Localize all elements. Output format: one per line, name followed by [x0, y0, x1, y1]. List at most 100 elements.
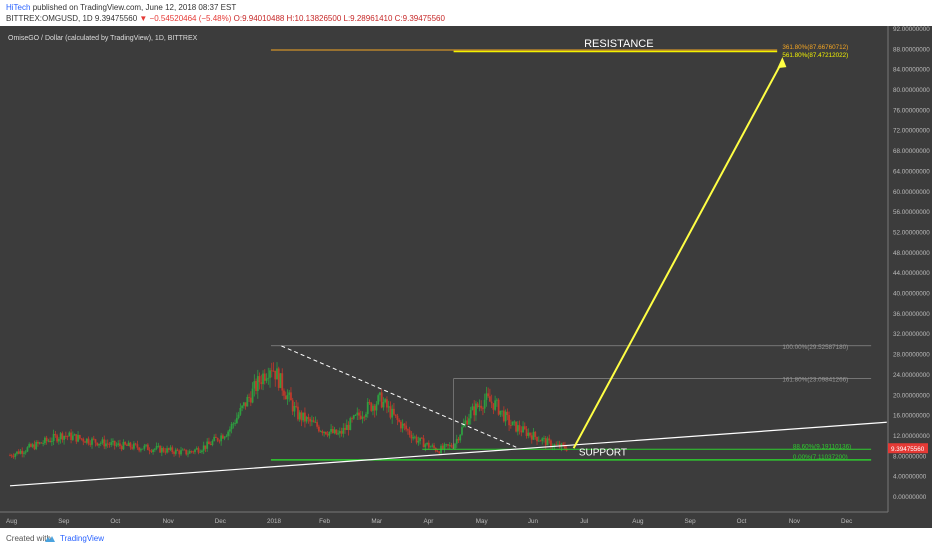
- candle-body: [57, 438, 60, 442]
- candle-body: [126, 444, 128, 446]
- candle-body: [419, 437, 421, 441]
- candle-body: [173, 452, 175, 454]
- candle-body: [87, 438, 90, 444]
- time-tick-label: Mar: [371, 518, 382, 525]
- candle-body: [304, 412, 306, 422]
- candle-body: [26, 447, 29, 452]
- candle-body: [352, 415, 355, 419]
- candle-body: [356, 412, 359, 415]
- candle-body: [490, 401, 493, 404]
- price-tick-label: 24.00000000: [893, 372, 930, 379]
- candle-body: [464, 420, 467, 424]
- candle-body: [447, 444, 449, 446]
- candle-body: [354, 414, 357, 416]
- candle-body: [424, 444, 427, 448]
- candle-body: [112, 440, 114, 443]
- candle-body: [176, 449, 179, 451]
- candle-body: [454, 443, 456, 449]
- price-tick-label: 80.00000000: [893, 87, 930, 94]
- symbol-info: BITTREX:OMGUSD, 1D 9.39475560 ▼ −0.54520…: [6, 14, 445, 23]
- price-tick-label: 36.00000000: [893, 311, 930, 318]
- chart-area[interactable]: OmiseGO / Dollar (calculated by TradingV…: [0, 26, 932, 528]
- price-tick-label: 20.00000000: [893, 392, 930, 399]
- candle-body: [178, 450, 181, 455]
- candle-body: [276, 368, 278, 380]
- fib-100-label: 100.00%(29.52587180): [782, 344, 848, 351]
- candle-body: [211, 441, 214, 446]
- candle-body: [283, 390, 285, 396]
- candle-body: [244, 402, 247, 407]
- candle-body: [99, 442, 102, 444]
- time-tick-label: Aug: [632, 518, 644, 525]
- candle-body: [513, 421, 516, 423]
- candle-body: [504, 411, 507, 422]
- candle-body: [201, 450, 203, 452]
- candle-body: [59, 433, 62, 439]
- candle-body: [122, 441, 125, 450]
- candle-body: [14, 453, 17, 457]
- fib-88-label: 88.60%(9.19110136): [793, 443, 851, 450]
- candle-body: [373, 405, 376, 411]
- candle-body: [52, 433, 55, 442]
- candle-body: [488, 396, 491, 402]
- candle-body: [9, 455, 11, 457]
- candle-body: [171, 447, 174, 453]
- candle-body: [44, 437, 46, 444]
- candle-body: [305, 417, 308, 422]
- candle-body: [525, 428, 528, 436]
- candle-body: [101, 439, 104, 443]
- candle-body: [253, 381, 256, 389]
- candle-body: [476, 403, 479, 407]
- candle-body: [281, 373, 284, 391]
- candle-body: [347, 424, 350, 431]
- candle-body: [267, 377, 270, 379]
- candle-body: [420, 437, 423, 439]
- candle-body: [24, 451, 27, 453]
- candle-body: [358, 412, 360, 416]
- time-tick-label: Nov: [163, 518, 175, 525]
- candle-body: [131, 447, 134, 449]
- publish-info: HiTech published on TradingView.com, Jun…: [6, 3, 236, 12]
- candle-body: [251, 388, 254, 403]
- candle-body: [82, 438, 85, 442]
- candle-body: [399, 421, 402, 429]
- price-tick-label: 64.00000000: [893, 168, 930, 175]
- candle-body: [342, 427, 345, 434]
- candle-body: [272, 370, 275, 372]
- candle-body: [295, 405, 298, 407]
- brand-link[interactable]: TradingView: [60, 534, 105, 543]
- candle-body: [466, 420, 469, 425]
- candle-body: [192, 451, 195, 453]
- candle-body: [208, 441, 210, 445]
- candle-body: [330, 428, 332, 432]
- candle-body: [333, 429, 336, 434]
- candle-body: [546, 438, 549, 446]
- candle-body: [365, 414, 367, 417]
- candle-body: [550, 440, 552, 448]
- candle-body: [403, 423, 406, 426]
- candle-body: [309, 418, 312, 422]
- candle-body: [78, 434, 81, 439]
- author-link[interactable]: HiTech: [6, 3, 31, 12]
- candle-body: [359, 415, 362, 419]
- ohlc-text: O:9.94010488 H:10.13826500 L:9.28961410 …: [233, 14, 445, 23]
- series-title: OmiseGO / Dollar (calculated by TradingV…: [8, 35, 198, 42]
- candle-body: [75, 434, 78, 442]
- arrow-head-icon: [777, 57, 787, 69]
- candle-body: [274, 370, 277, 380]
- candle-body: [321, 431, 324, 433]
- price-tick-label: 28.00000000: [893, 352, 930, 359]
- candle-body: [562, 443, 565, 446]
- candle-body: [502, 410, 505, 422]
- candle-body: [30, 444, 32, 447]
- candle-body: [393, 408, 395, 415]
- candle-body: [103, 439, 106, 447]
- candle-body: [475, 403, 477, 416]
- candle-body: [37, 441, 39, 444]
- price-chart[interactable]: OmiseGO / Dollar (calculated by TradingV…: [0, 26, 932, 528]
- candle-body: [234, 423, 237, 425]
- candle-body: [190, 451, 193, 452]
- candle-body: [326, 434, 329, 436]
- tradingview-logo-icon: [45, 536, 55, 542]
- candle-body: [188, 451, 191, 454]
